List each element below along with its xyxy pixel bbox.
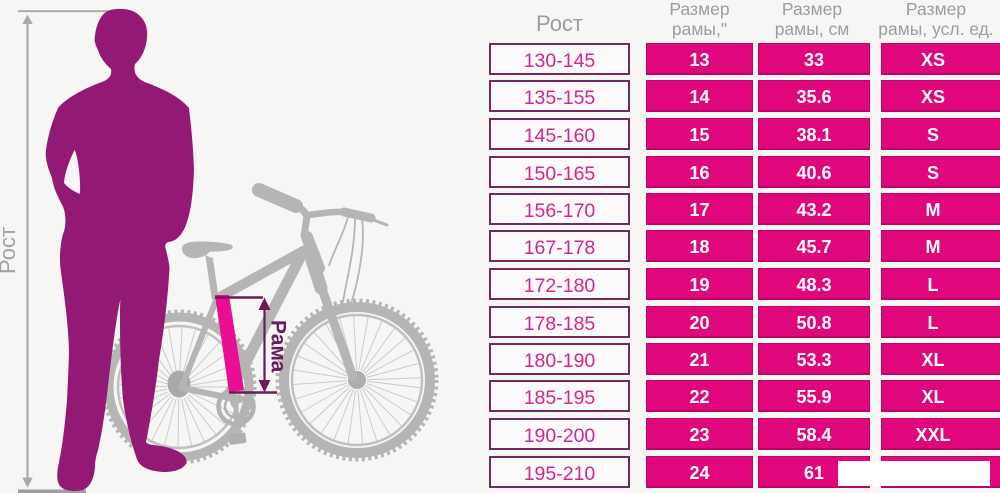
svg-text:Рама: Рама (267, 320, 290, 373)
svg-text:Рост: Рост (0, 227, 20, 274)
